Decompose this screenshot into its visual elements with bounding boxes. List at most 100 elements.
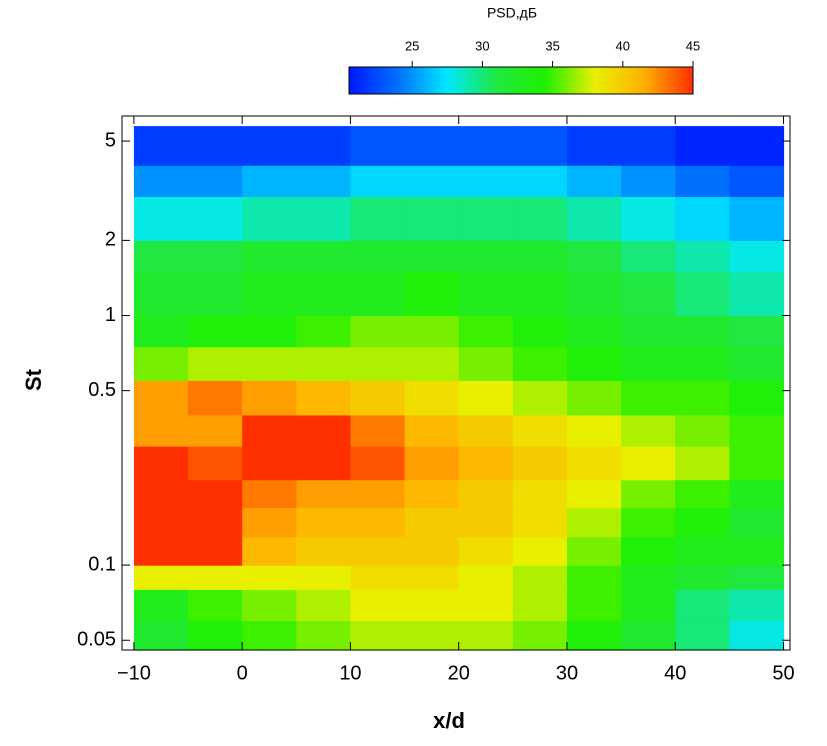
- heatmap-cell: [133, 507, 189, 538]
- heatmap-cell: [404, 446, 460, 481]
- heatmap-cell: [242, 126, 297, 166]
- heatmap-cell: [404, 507, 460, 538]
- heatmap-cell: [458, 380, 514, 416]
- heatmap-cell: [350, 479, 406, 509]
- heatmap-cell: [458, 620, 514, 651]
- colorbar-title: PSD,дБ: [487, 5, 537, 21]
- heatmap-cell: [675, 240, 730, 273]
- heatmap-cell: [350, 446, 406, 481]
- heatmap-cell: [729, 536, 785, 566]
- heatmap-cell: [675, 346, 730, 381]
- heatmap-cell: [512, 315, 568, 348]
- heatmap-cell: [675, 414, 730, 447]
- heatmap-cell: [350, 196, 406, 241]
- heatmap-cell: [242, 315, 297, 348]
- heatmap-cell: [566, 565, 622, 590]
- heatmap-cell: [188, 346, 243, 381]
- heatmap-cell: [458, 165, 514, 198]
- heatmap-cell: [566, 479, 622, 509]
- heatmap-cell: [242, 271, 297, 317]
- heatmap-cell: [133, 196, 189, 241]
- heatmap-cell: [512, 271, 568, 317]
- heatmap-cell: [675, 565, 730, 590]
- heatmap-cell: [458, 315, 514, 348]
- heatmap-cell: [621, 346, 676, 381]
- heatmap-cell: [512, 536, 568, 566]
- heatmap-cell: [296, 165, 352, 198]
- heatmap-cell: [512, 507, 568, 538]
- heatmap-cell: [566, 271, 622, 317]
- heatmap-cell: [675, 196, 730, 241]
- heatmap-cell: [621, 446, 676, 481]
- heatmap-cell: [458, 346, 514, 381]
- heatmap-cell: [566, 536, 622, 566]
- heatmap-cell: [242, 620, 297, 651]
- heatmap-cell: [404, 315, 460, 348]
- heatmap-cell: [621, 240, 676, 273]
- heatmap-cell: [188, 165, 243, 198]
- heatmap-cell: [188, 565, 243, 590]
- heatmap-cell: [242, 479, 297, 509]
- heatmap-cell: [296, 126, 352, 166]
- heatmap-cell: [512, 380, 568, 416]
- heatmap: [133, 126, 785, 651]
- x-tick-label: 20: [448, 662, 470, 684]
- heatmap-cell: [512, 565, 568, 590]
- heatmap-cell: [566, 380, 622, 416]
- heatmap-cell: [242, 414, 297, 447]
- heatmap-cell: [242, 196, 297, 241]
- heatmap-cell: [404, 589, 460, 622]
- heatmap-cell: [404, 414, 460, 447]
- heatmap-cell: [404, 565, 460, 590]
- heatmap-cell: [133, 414, 189, 447]
- heatmap-cell: [133, 479, 189, 509]
- heatmap-cell: [729, 240, 785, 273]
- heatmap-cell: [296, 536, 352, 566]
- heatmap-cell: [729, 414, 785, 447]
- heatmap-cell: [675, 589, 730, 622]
- heatmap-cell: [188, 446, 243, 481]
- x-tick-label: −10: [117, 662, 151, 684]
- heatmap-cell: [188, 315, 243, 348]
- heatmap-cell: [350, 507, 406, 538]
- heatmap-cell: [133, 446, 189, 481]
- heatmap-cell: [566, 126, 622, 166]
- heatmap-cell: [458, 240, 514, 273]
- heatmap-cell: [729, 446, 785, 481]
- heatmap-cell: [350, 565, 406, 590]
- heatmap-cell: [621, 271, 676, 317]
- heatmap-cell: [621, 126, 676, 166]
- y-tick-label: 5: [105, 129, 116, 151]
- heatmap-cell: [404, 536, 460, 566]
- heatmap-cell: [296, 240, 352, 273]
- heatmap-cell: [133, 315, 189, 348]
- heatmap-cell: [350, 165, 406, 198]
- x-tick-label: 30: [556, 662, 578, 684]
- heatmap-cell: [458, 446, 514, 481]
- heatmap-cell: [242, 346, 297, 381]
- heatmap-cell: [133, 620, 189, 651]
- heatmap-cell: [458, 271, 514, 317]
- heatmap-cell: [296, 620, 352, 651]
- heatmap-cell: [242, 536, 297, 566]
- heatmap-cell: [350, 620, 406, 651]
- heatmap-cell: [350, 589, 406, 622]
- heatmap-cell: [350, 271, 406, 317]
- colorbar-tick-label: 40: [616, 38, 630, 53]
- heatmap-cell: [675, 165, 730, 198]
- heatmap-cell: [296, 271, 352, 317]
- heatmap-cell: [350, 536, 406, 566]
- heatmap-cell: [404, 196, 460, 241]
- heatmap-cell: [512, 589, 568, 622]
- heatmap-cell: [350, 414, 406, 447]
- heatmap-cell: [133, 346, 189, 381]
- heatmap-cell: [458, 126, 514, 166]
- heatmap-cell: [296, 196, 352, 241]
- colorbar-tick-label: 30: [475, 38, 489, 53]
- heatmap-cell: [458, 589, 514, 622]
- plot-frame: [121, 115, 791, 651]
- heatmap-cell: [729, 271, 785, 317]
- heatmap-cell: [350, 126, 406, 166]
- heatmap-cell: [621, 565, 676, 590]
- heatmap-cell: [621, 536, 676, 566]
